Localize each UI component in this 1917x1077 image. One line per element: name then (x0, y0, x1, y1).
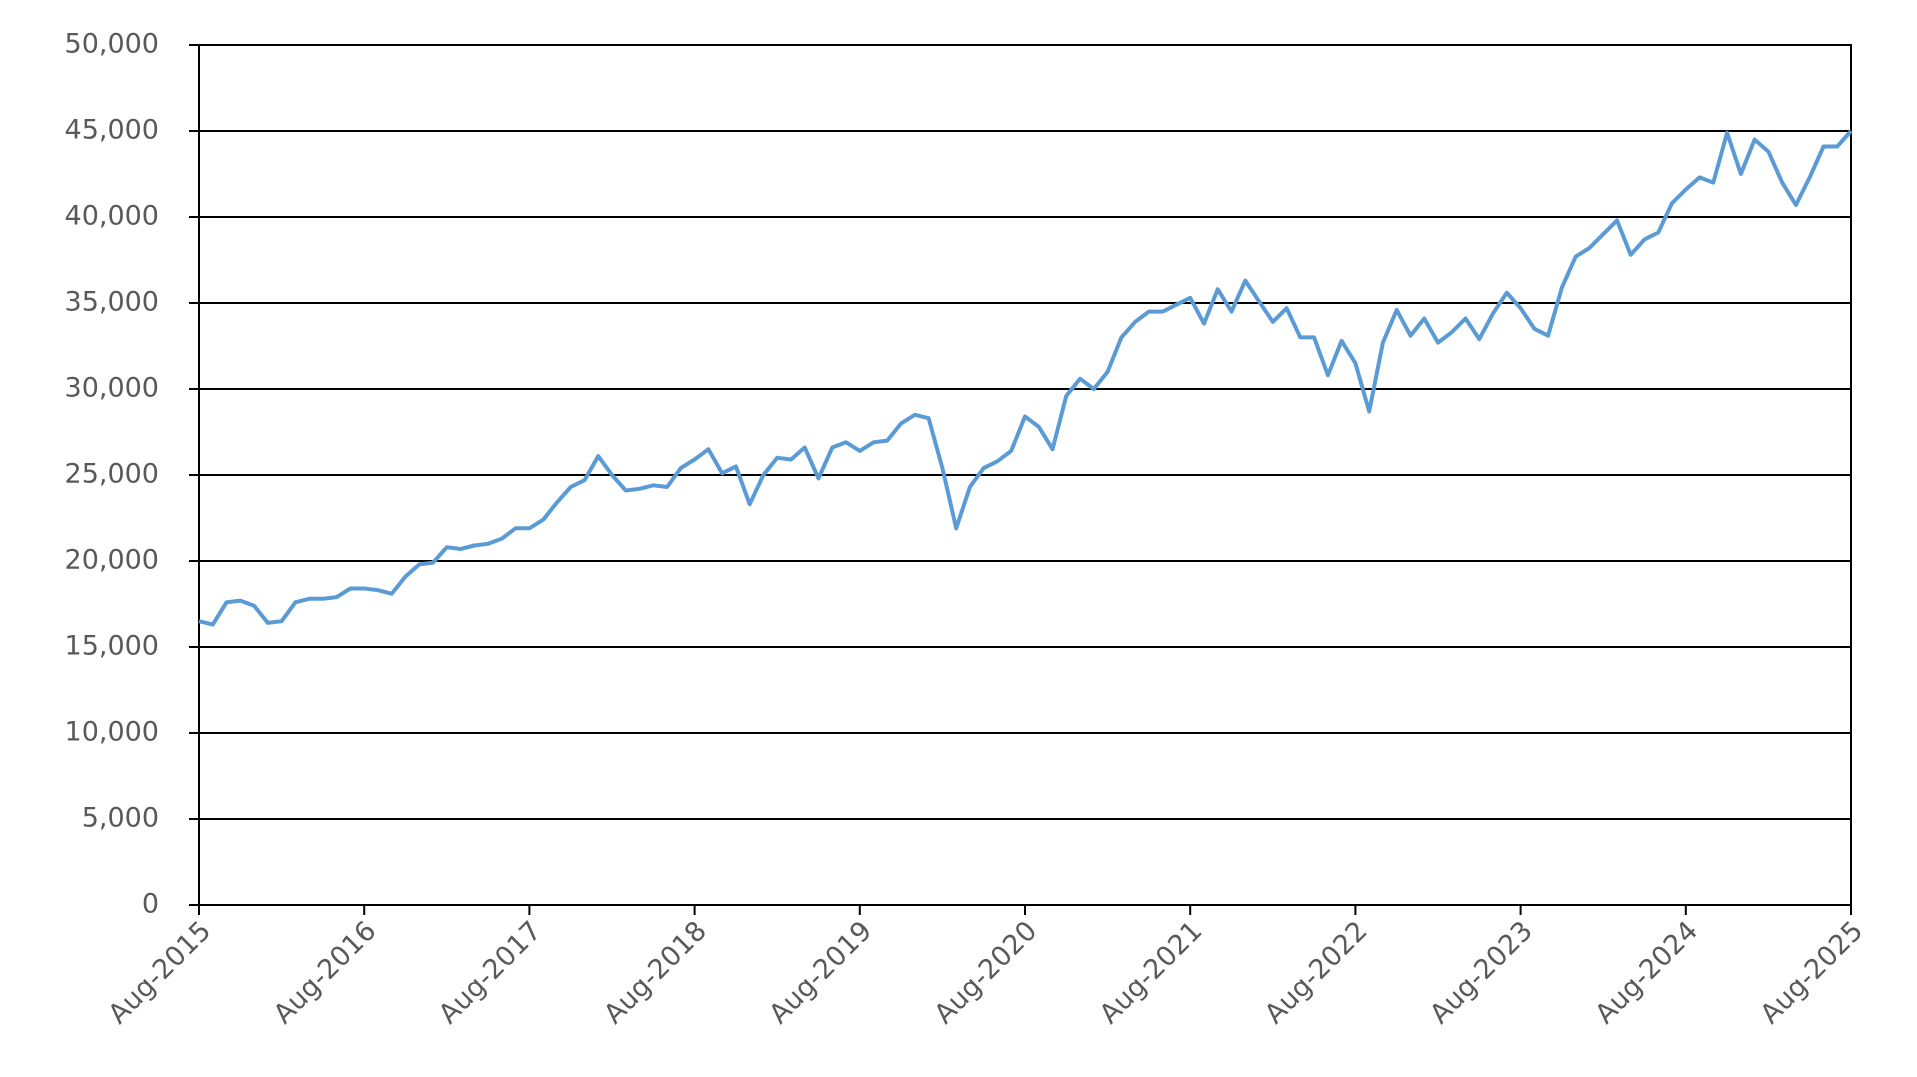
y-tick-label: 25,000 (65, 459, 159, 490)
x-tick-label: Aug-2021 (1094, 915, 1209, 1030)
x-tick-label: Aug-2023 (1424, 915, 1539, 1030)
y-tick-label: 40,000 (65, 201, 159, 232)
y-tick-label: 10,000 (65, 717, 159, 748)
x-tick-label: Aug-2018 (598, 915, 713, 1030)
y-tick-label: 15,000 (65, 631, 159, 662)
y-tick-label: 50,000 (65, 29, 159, 60)
x-tick-label: Aug-2024 (1589, 915, 1704, 1030)
x-tick-label: Aug-2020 (929, 915, 1044, 1030)
y-tick-label: 0 (142, 889, 159, 920)
x-tick-label: Aug-2015 (103, 915, 218, 1030)
x-tick-label: Aug-2016 (268, 915, 383, 1030)
x-tick-label: Aug-2025 (1755, 915, 1870, 1030)
y-tick-label: 20,000 (65, 545, 159, 576)
line (198, 129, 1853, 627)
x-tick-label: Aug-2022 (1259, 915, 1374, 1030)
y-tick-label: 35,000 (65, 287, 159, 318)
y-tick-label: 30,000 (65, 373, 159, 404)
y-tick-label: 5,000 (82, 803, 159, 834)
y-tick-label: 45,000 (65, 115, 159, 146)
x-tick-label: Aug-2017 (433, 915, 548, 1030)
x-tick-label: Aug-2019 (763, 915, 878, 1030)
